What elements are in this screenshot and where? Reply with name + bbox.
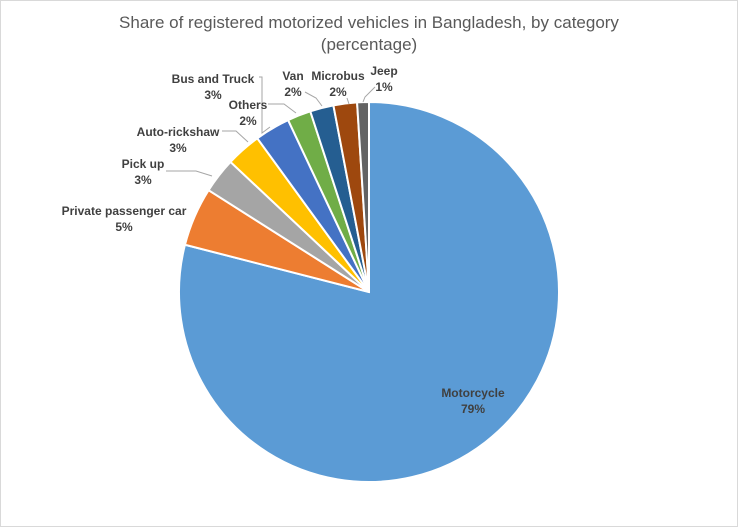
slice-label-van: Van	[282, 69, 303, 83]
slice-label-jeep: Jeep	[370, 64, 397, 78]
slice-value-auto-rickshaw: 3%	[169, 141, 187, 155]
leader-line-pick-up	[166, 170, 213, 177]
slice-label-others: Others	[229, 98, 268, 112]
slice-value-private-passenger-car: 5%	[115, 220, 133, 234]
slice-value-bus-and-truck: 3%	[204, 88, 222, 102]
slice-label-private-passenger-car: Private passenger car	[62, 204, 187, 218]
slice-label-bus-and-truck: Bus and Truck	[172, 72, 255, 86]
slice-value-microbus: 2%	[329, 85, 347, 99]
chart-title-text: Share of registered motorized vehicles i…	[119, 13, 619, 32]
leader-line-auto-rickshaw	[222, 130, 249, 143]
slice-value-motorcycle: 79%	[461, 402, 485, 416]
leader-line-microbus	[346, 97, 350, 105]
pie-slice-jeep	[356, 100, 370, 293]
chart-subtitle-text: (percentage)	[320, 35, 418, 54]
leader-line-others	[268, 103, 297, 114]
chart-title: Share of registered motorized vehicles i…	[0, 12, 738, 56]
slice-value-others: 2%	[239, 114, 257, 128]
pie-slice-motorcycle	[178, 100, 560, 483]
slice-value-jeep: 1%	[375, 80, 393, 94]
slice-value-pick-up: 3%	[134, 173, 152, 187]
leader-line-van	[304, 91, 323, 107]
slice-value-van: 2%	[284, 85, 302, 99]
slice-label-pick-up: Pick up	[122, 157, 165, 171]
slice-label-motorcycle: Motorcycle	[441, 386, 505, 400]
leader-line-bus-and-truck	[259, 76, 271, 134]
slice-label-microbus: Microbus	[311, 69, 365, 83]
leader-line-jeep	[362, 86, 376, 103]
slice-label-auto-rickshaw: Auto-rickshaw	[137, 125, 220, 139]
